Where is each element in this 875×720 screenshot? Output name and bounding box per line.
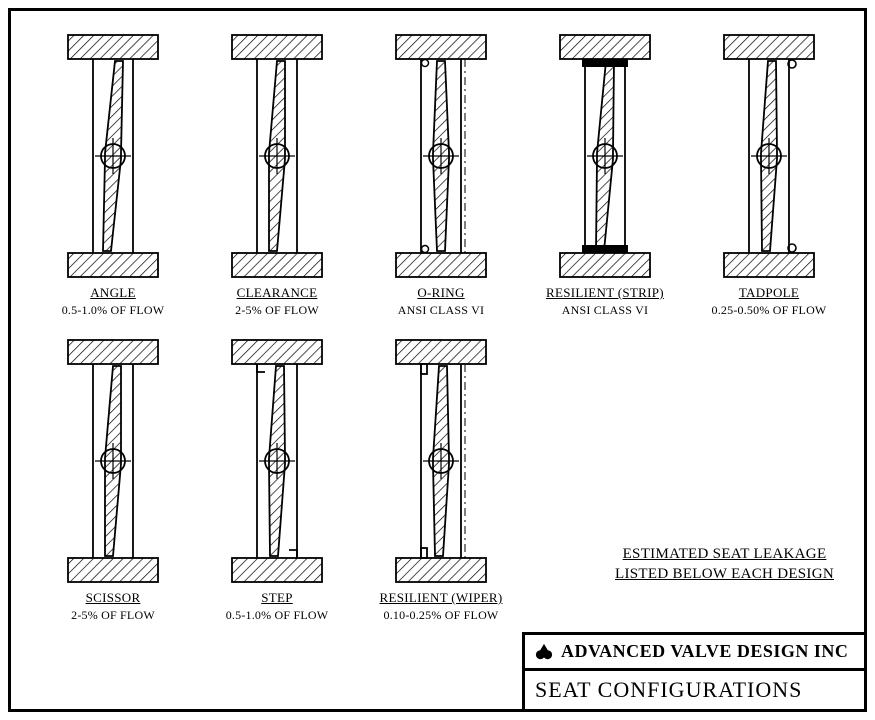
- seat-cell: STEP 0.5-1.0% OF FLOW: [195, 336, 359, 623]
- seat-diagram-angle: [58, 31, 168, 281]
- seat-cell: RESILIENT (WIPER) 0.10-0.25% OF FLOW: [359, 336, 523, 623]
- seat-leakage: ANSI CLASS VI: [562, 303, 648, 318]
- seat-name: O-RING: [417, 285, 464, 301]
- company-logo-icon: [535, 643, 553, 661]
- seat-cell: ANGLE 0.5-1.0% OF FLOW: [31, 31, 195, 318]
- seat-leakage: 2-5% OF FLOW: [235, 303, 319, 318]
- seat-cell: O-RING ANSI CLASS VI: [359, 31, 523, 318]
- seat-name: RESILIENT (STRIP): [546, 285, 664, 301]
- seat-leakage: 0.10-0.25% OF FLOW: [384, 608, 499, 623]
- legend-line: ESTIMATED SEAT LEAKAGE: [615, 544, 834, 564]
- diagram-row: ANGLE 0.5-1.0% OF FLOW CLEARANCE 2-5% OF…: [31, 31, 851, 336]
- title-block-company-row: ADVANCED VALVE DESIGN INC: [525, 635, 864, 671]
- diagram-grid: ANGLE 0.5-1.0% OF FLOW CLEARANCE 2-5% OF…: [31, 31, 851, 623]
- title-block-title-row: SEAT CONFIGURATIONS: [525, 671, 864, 709]
- seat-diagram-scissor: [58, 336, 168, 586]
- seat-name: SCISSOR: [86, 590, 141, 606]
- seat-diagram-tadpole: [714, 31, 824, 281]
- legend-note: ESTIMATED SEAT LEAKAGE LISTED BELOW EACH…: [615, 544, 834, 585]
- seat-cell: TADPOLE 0.25-0.50% OF FLOW: [687, 31, 851, 318]
- seat-leakage: 0.5-1.0% OF FLOW: [62, 303, 165, 318]
- legend-line: LISTED BELOW EACH DESIGN: [615, 564, 834, 584]
- seat-name: CLEARANCE: [237, 285, 318, 301]
- seat-cell: SCISSOR 2-5% OF FLOW: [31, 336, 195, 623]
- seat-cell: CLEARANCE 2-5% OF FLOW: [195, 31, 359, 318]
- seat-name: STEP: [261, 590, 293, 606]
- seat-diagram-oring: [386, 31, 496, 281]
- seat-leakage: ANSI CLASS VI: [398, 303, 484, 318]
- company-name: ADVANCED VALVE DESIGN INC: [561, 641, 848, 662]
- seat-name: ANGLE: [90, 285, 136, 301]
- seat-diagram-clearance: [222, 31, 332, 281]
- seat-leakage: 0.25-0.50% OF FLOW: [712, 303, 827, 318]
- seat-name: RESILIENT (WIPER): [380, 590, 503, 606]
- seat-diagram-wiper: [386, 336, 496, 586]
- seat-diagram-step: [222, 336, 332, 586]
- seat-diagram-strip: [550, 31, 660, 281]
- title-block: ADVANCED VALVE DESIGN INC SEAT CONFIGURA…: [522, 632, 867, 712]
- drawing-frame: ANGLE 0.5-1.0% OF FLOW CLEARANCE 2-5% OF…: [8, 8, 867, 712]
- seat-cell: RESILIENT (STRIP) ANSI CLASS VI: [523, 31, 687, 318]
- seat-name: TADPOLE: [739, 285, 799, 301]
- seat-leakage: 0.5-1.0% OF FLOW: [226, 608, 329, 623]
- drawing-title: SEAT CONFIGURATIONS: [535, 677, 802, 703]
- seat-leakage: 2-5% OF FLOW: [71, 608, 155, 623]
